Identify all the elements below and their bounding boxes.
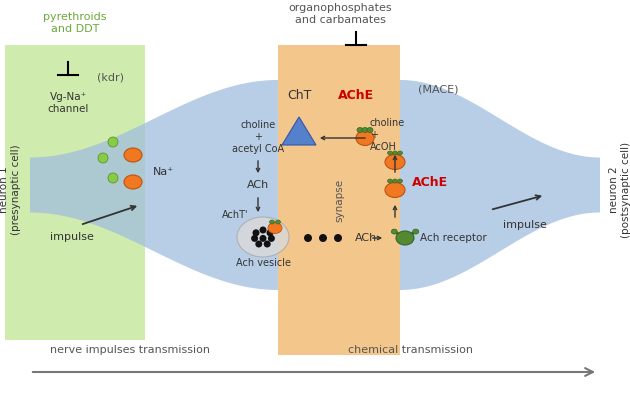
Polygon shape [5,45,145,340]
Text: nerve impulses transmission: nerve impulses transmission [50,345,210,355]
Ellipse shape [98,153,108,163]
Polygon shape [400,80,600,290]
Ellipse shape [253,229,260,236]
Ellipse shape [124,175,142,189]
Ellipse shape [387,179,392,183]
Text: synapse: synapse [334,178,344,222]
Ellipse shape [108,173,118,183]
Ellipse shape [334,234,342,242]
Ellipse shape [108,137,118,147]
Ellipse shape [387,151,392,155]
Text: Na⁺: Na⁺ [153,167,174,177]
Text: pyrethroids
and DDT: pyrethroids and DDT [43,12,106,34]
Ellipse shape [268,235,275,242]
Text: (kdr): (kdr) [96,73,123,83]
Text: choline
+
acetyl CoA: choline + acetyl CoA [232,120,284,154]
Ellipse shape [270,220,275,224]
Ellipse shape [237,217,289,257]
Ellipse shape [396,231,414,245]
Text: AchT': AchT' [222,210,248,220]
Text: ChT: ChT [287,89,311,102]
Text: AChE: AChE [338,89,374,102]
Ellipse shape [319,234,327,242]
Ellipse shape [392,151,398,155]
Text: chemical transmission: chemical transmission [348,345,472,355]
Ellipse shape [398,151,403,155]
Text: Vg-Na⁺
channel: Vg-Na⁺ channel [47,92,89,114]
Text: ACh: ACh [247,180,269,190]
Ellipse shape [268,222,282,234]
Ellipse shape [356,130,374,146]
Ellipse shape [266,229,273,236]
Text: neuron 1
(presynaptic cell): neuron 1 (presynaptic cell) [0,145,21,235]
Polygon shape [278,45,400,355]
Ellipse shape [392,179,398,183]
Ellipse shape [304,234,312,242]
Ellipse shape [260,226,266,234]
Text: impulse: impulse [503,220,547,230]
Ellipse shape [385,154,405,170]
Ellipse shape [264,240,271,248]
Polygon shape [30,80,278,290]
Ellipse shape [385,182,405,198]
Text: Ach vesicle: Ach vesicle [236,258,290,268]
Text: AChE: AChE [412,176,448,188]
Ellipse shape [391,229,398,234]
Polygon shape [282,117,316,145]
Text: neuron 2
(postsynaptic cell): neuron 2 (postsynaptic cell) [609,142,630,238]
Ellipse shape [124,148,142,162]
Ellipse shape [398,179,403,183]
Ellipse shape [357,128,363,132]
Text: impulse: impulse [50,232,94,242]
Text: Ach receptor: Ach receptor [420,233,487,243]
Ellipse shape [413,229,419,234]
Text: (MACE): (MACE) [418,85,459,95]
Ellipse shape [275,220,280,224]
Ellipse shape [251,235,258,242]
Ellipse shape [255,240,262,248]
Text: choline
+
AcOH: choline + AcOH [370,118,405,152]
Ellipse shape [260,235,266,242]
Ellipse shape [362,128,368,132]
Text: organophosphates
and carbamates: organophosphates and carbamates [288,3,392,25]
Ellipse shape [367,128,373,132]
Text: ACh: ACh [355,233,377,243]
